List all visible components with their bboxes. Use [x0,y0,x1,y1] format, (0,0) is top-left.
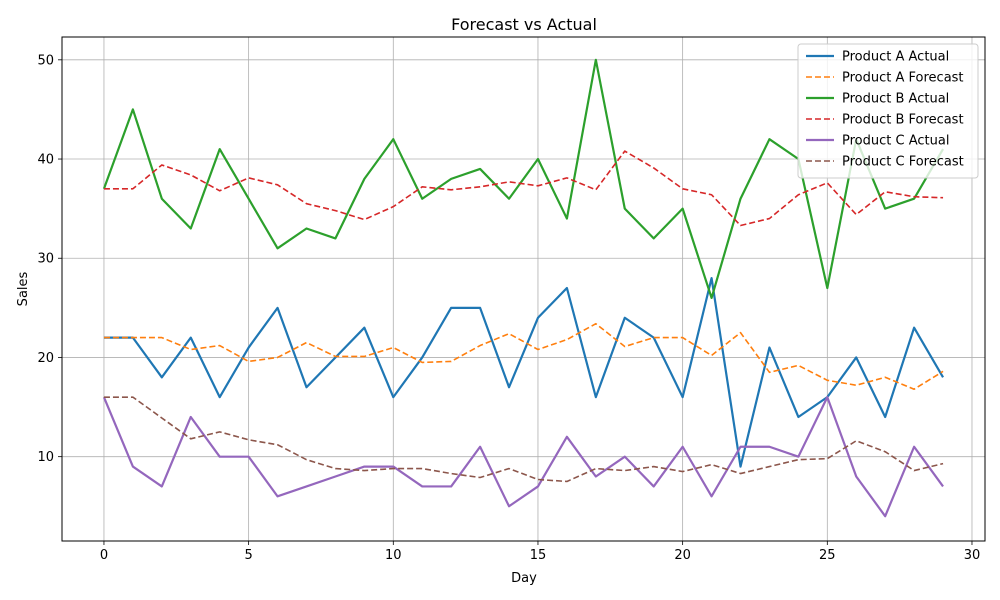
series-line-product-a-actual [103,276,945,468]
legend-label-product-a-forecast: Product A Forecast [842,71,964,86]
chart-title: Forecast vs Actual [451,15,597,34]
x-tick-label: 5 [244,548,252,563]
y-axis-label: Sales [16,271,31,306]
y-tick-label: 30 [37,252,54,267]
series-line-product-b-actual [102,58,945,300]
legend: Product A Actual Product A Forecast Produc… [797,43,979,179]
x-axis-label: Day [511,571,537,586]
legend-label-product-c-forecast: Product C Forecast [842,155,964,170]
legend-label-product-b-forecast: Product B Forecast [842,113,964,128]
x-tick-label: 10 [385,548,402,563]
legend-box [797,43,979,179]
plot-frame [61,36,986,542]
x-tick-label: 20 [674,548,691,563]
legend-label-product-a-actual: Product A Actual [842,50,949,65]
x-tick-label: 30 [964,548,981,563]
y-tick-label: 10 [37,450,54,465]
x-tick-label: 15 [530,548,547,563]
legend-label-product-c-actual: Product C Actual [842,134,949,149]
y-tick-label: 20 [37,351,54,366]
x-tick-label: 0 [100,548,108,563]
series-line-product-c-forecast [103,396,944,483]
y-tick-label: 50 [37,53,54,68]
series-line-product-b-forecast [103,150,944,227]
series-line-product-a-forecast [103,322,944,391]
series-line-product-c-actual [102,396,944,518]
legend-label-product-b-actual: Product B Actual [842,92,949,107]
x-tick-label: 25 [819,548,836,563]
y-axis-ticks: 10 20 30 40 50 [37,53,62,465]
y-tick-label: 40 [37,153,54,168]
x-axis-ticks: 0 5 10 15 20 25 30 [100,541,980,563]
series-layer [102,58,945,518]
